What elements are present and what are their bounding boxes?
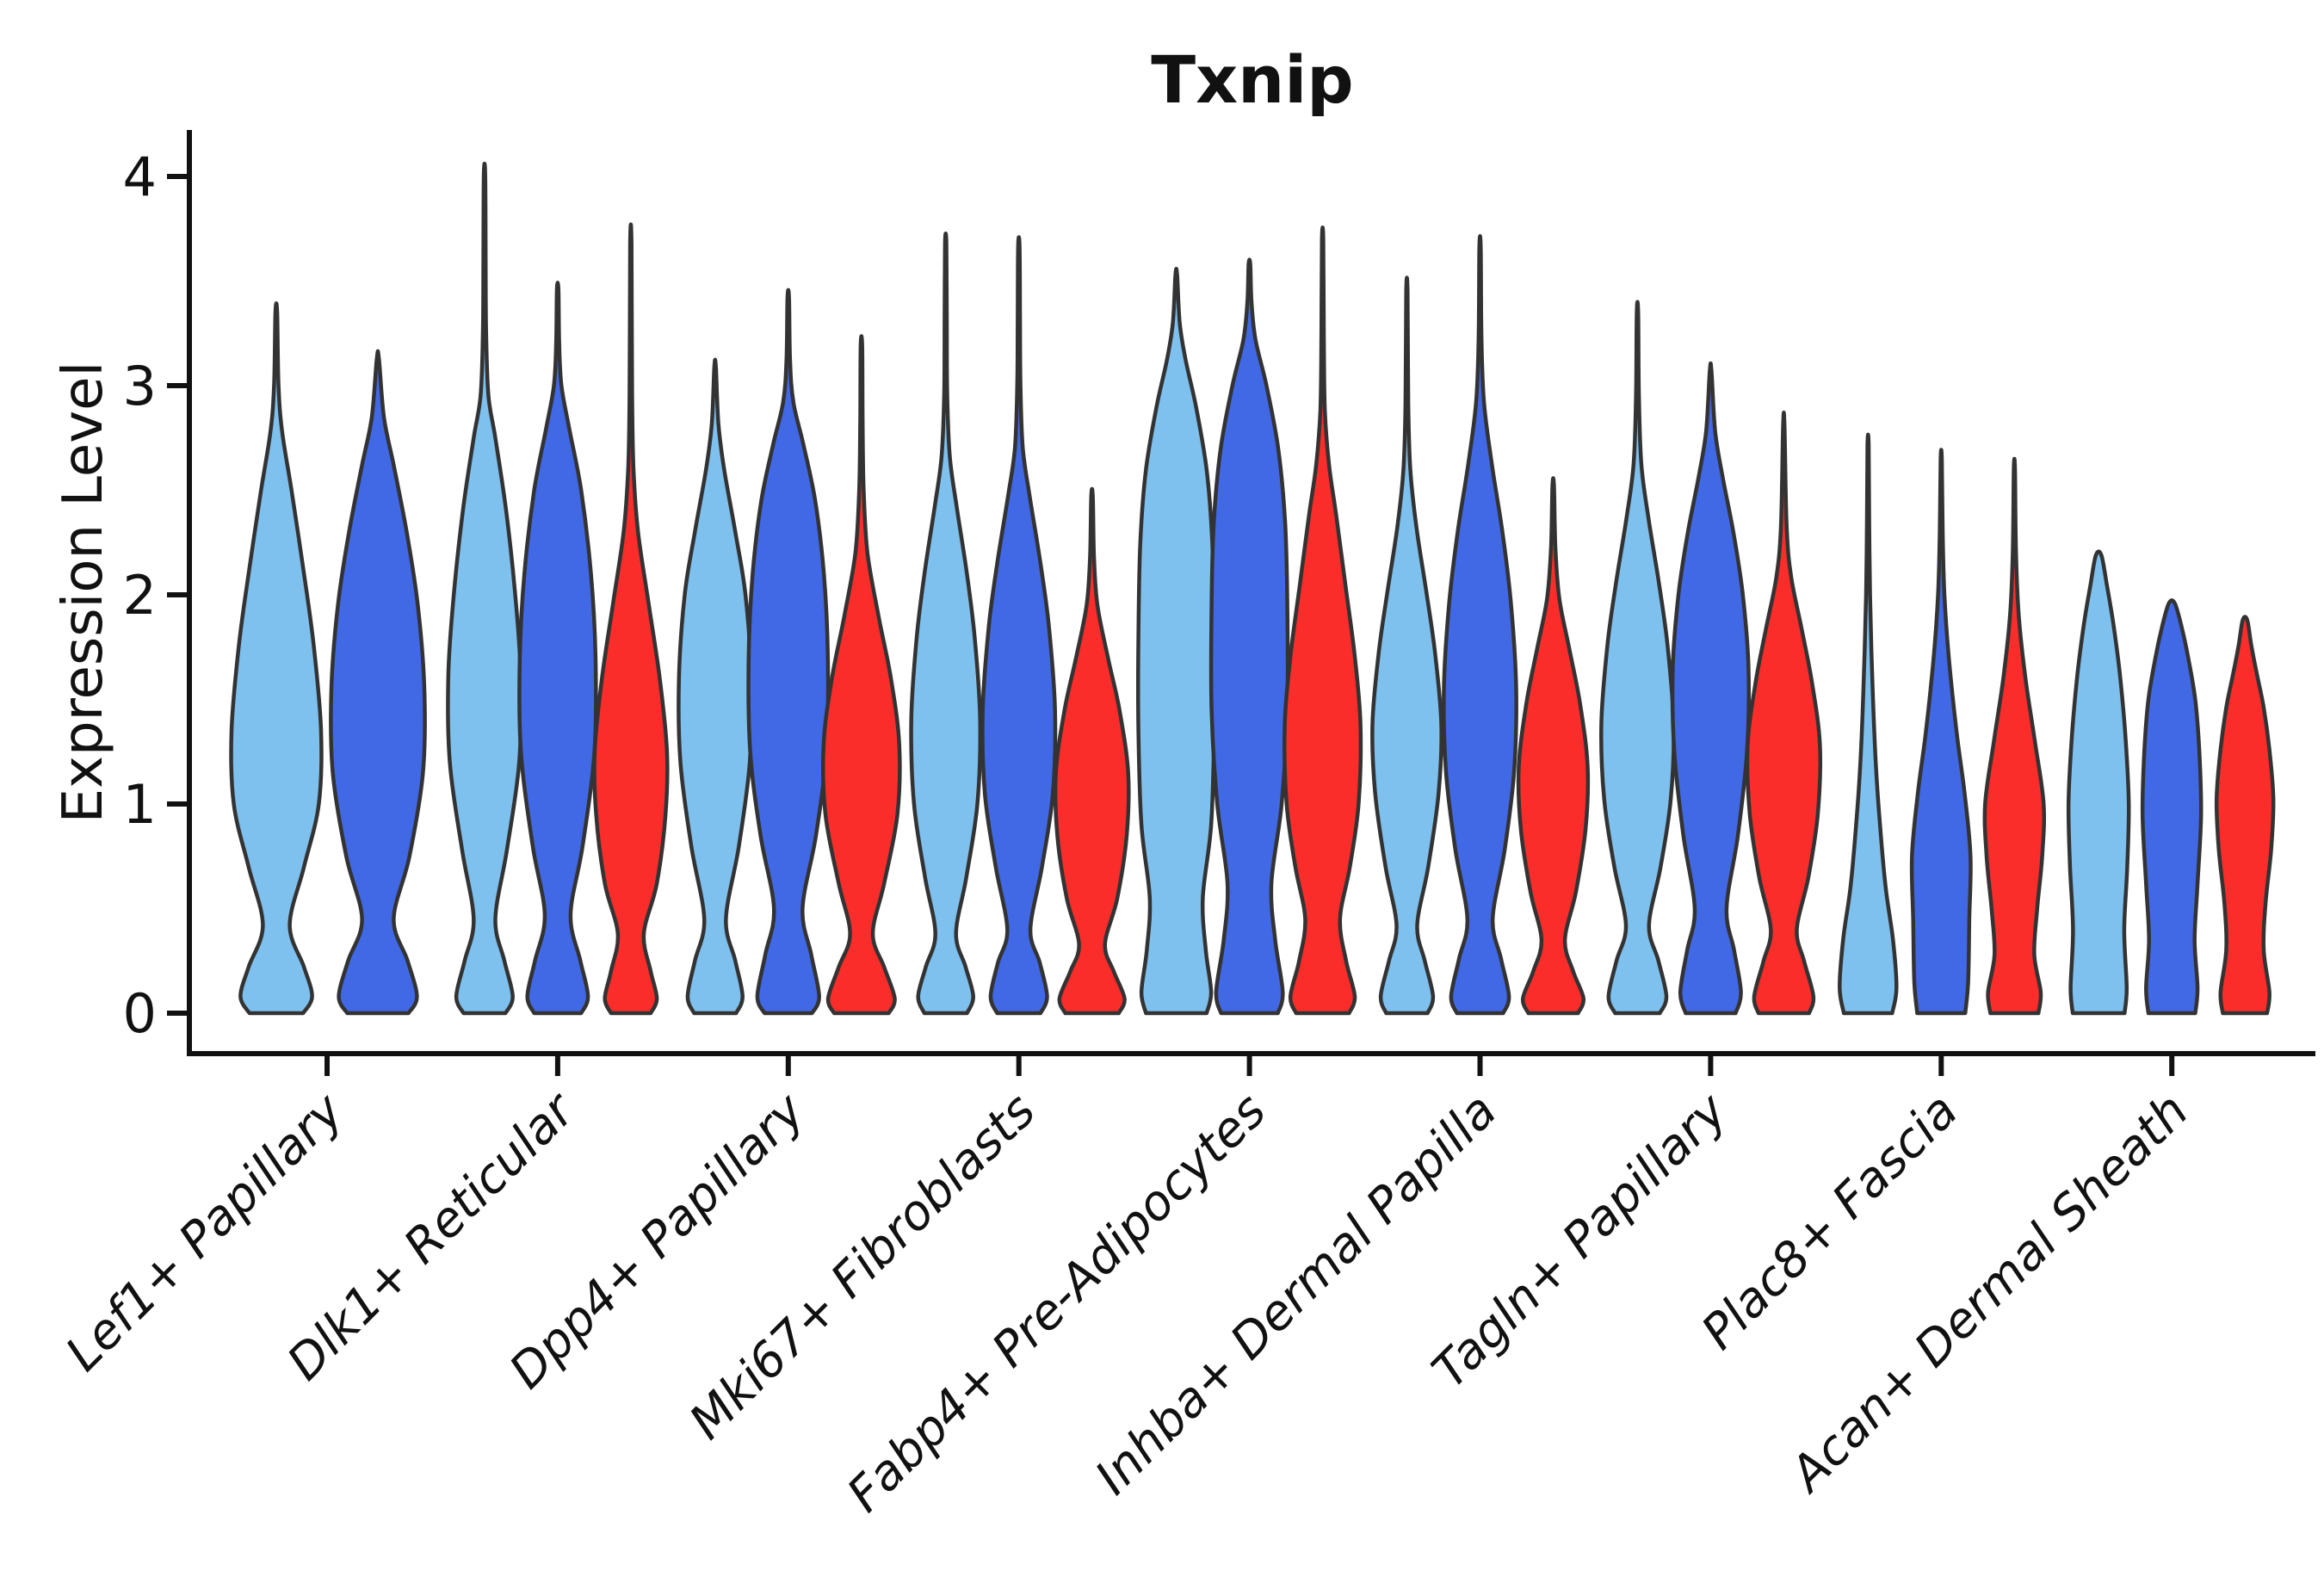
y-tick-label: 3 — [123, 355, 157, 417]
x-category-label: Acan+ Dermal Sheath — [1778, 1083, 2199, 1504]
violin-skyblue — [2066, 549, 2131, 1016]
violin-royalblue — [1442, 234, 1518, 1016]
violin-red — [1516, 476, 1591, 1016]
violin-series — [229, 161, 2276, 1016]
violin-red — [1053, 486, 1131, 1016]
violin-red — [1745, 411, 1823, 1016]
violin-royalblue — [980, 235, 1058, 1016]
chart-title: Txnip — [1151, 41, 1353, 118]
violin-royalblue — [1670, 361, 1752, 1016]
violin-skyblue — [1370, 275, 1443, 1016]
violin-royalblue — [1208, 257, 1290, 1016]
violin-royalblue — [517, 281, 598, 1016]
violin-red — [2214, 615, 2276, 1016]
violin-skyblue — [1599, 300, 1676, 1016]
y-tick-label: 2 — [123, 564, 157, 627]
violin-skyblue — [909, 232, 983, 1016]
violin-royalblue — [329, 349, 427, 1016]
x-category-label: Fabp4+ Pre-Adipocytes — [837, 1083, 1276, 1523]
y-tick-label: 0 — [123, 982, 157, 1045]
y-axis-title: Expression Level — [52, 362, 115, 824]
violin-royalblue — [2140, 598, 2203, 1016]
violin-skyblue — [677, 357, 754, 1016]
expression-violin-figure: 0 1 2 3 4 Lef1+ Papillary Dlk1+ Reticular Dpp4… — [34, 14, 2324, 1563]
violin-skyblue — [1838, 432, 1899, 1016]
violin-royalblue — [746, 288, 831, 1016]
x-category-label: Inhba+ Dermal Papilla — [1085, 1083, 1507, 1506]
violin-red — [1982, 456, 2047, 1016]
violin-skyblue — [446, 161, 523, 1016]
violin-red — [820, 334, 902, 1016]
violin-royalblue — [1909, 448, 1973, 1016]
y-axis-ticks: 0 1 2 3 4 — [123, 145, 189, 1045]
violin-red — [592, 222, 670, 1016]
violin-red — [1283, 226, 1363, 1016]
violin-skyblue — [1135, 266, 1217, 1016]
violin-skyblue — [229, 301, 324, 1016]
x-axis-ticks — [324, 1054, 2175, 1076]
y-tick-label: 4 — [123, 145, 157, 208]
y-tick-label: 1 — [123, 773, 157, 836]
